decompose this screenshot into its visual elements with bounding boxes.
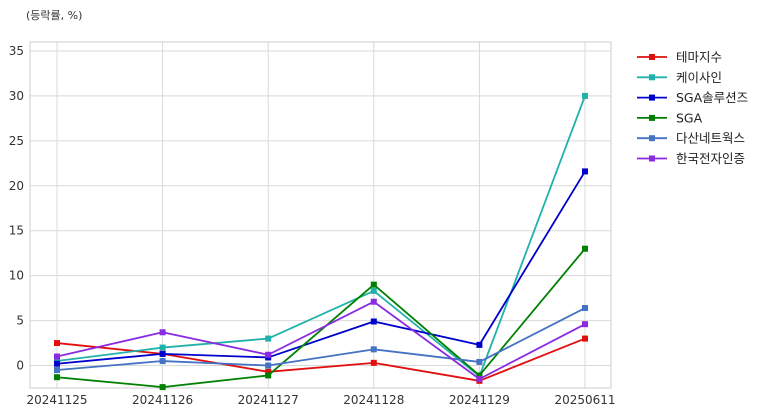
y-tick-label: 25 [9, 134, 24, 148]
y-tick-label: 5 [16, 314, 24, 328]
unit-label: (등락률, %) [26, 9, 82, 22]
series-4 [54, 245, 588, 391]
data-point [370, 287, 377, 294]
y-tick-label: 0 [16, 359, 24, 373]
series-line [56, 170, 586, 365]
x-tick-label: 20250611 [554, 393, 615, 407]
y-tick-label: 35 [9, 44, 24, 58]
y-tick-label: 20 [9, 179, 24, 193]
series-6 [54, 298, 588, 383]
legend-marker [649, 135, 655, 142]
data-point [476, 376, 483, 383]
plot-frame [29, 41, 612, 389]
legend-marker [649, 54, 655, 60]
legend-item: SGA [637, 110, 703, 125]
y-tick-label: 10 [9, 269, 24, 283]
data-point [582, 168, 588, 175]
data-point [54, 340, 60, 347]
legend-marker [649, 94, 655, 101]
data-point [476, 358, 483, 365]
series-line [56, 337, 586, 382]
data-point [159, 329, 166, 336]
data-point [370, 359, 377, 366]
data-point [159, 344, 166, 351]
legend-label: 케이사인 [676, 70, 722, 85]
data-point [265, 368, 272, 375]
data-point [265, 362, 272, 369]
data-point [54, 367, 60, 374]
series-line [56, 307, 586, 371]
legend-label: SGA [676, 110, 703, 125]
data-point [370, 298, 377, 305]
x-tick-label: 20241128 [343, 393, 404, 407]
series-line [56, 300, 586, 380]
y-tick-label: 15 [9, 224, 24, 238]
data-point [370, 346, 377, 353]
data-point [265, 335, 272, 342]
data-point [265, 351, 272, 358]
data-point [159, 384, 166, 391]
legend-item: 다산네트웍스 [637, 131, 745, 146]
data-point [54, 374, 60, 381]
legend-item: 한국전자인증 [637, 151, 745, 166]
data-point [265, 372, 272, 379]
series-layer [54, 92, 588, 391]
series-5 [54, 305, 588, 374]
y-axis-ticks: 0 5 10 15 20 25 30 35 [9, 44, 24, 373]
series-3 [54, 168, 588, 367]
data-point [582, 335, 588, 342]
data-point [582, 321, 588, 328]
data-point [582, 245, 588, 252]
data-point [159, 358, 166, 365]
legend-label: 테마지수 [676, 50, 722, 65]
series-2 [54, 92, 588, 380]
legend-marker [649, 74, 655, 81]
x-axis-ticks: 20241125 20241126 20241127 20241128 20241129… [26, 393, 615, 407]
legend-marker [649, 114, 655, 121]
series-line [56, 248, 586, 389]
legend-label: SGA솔루션즈 [676, 90, 748, 105]
data-point [476, 341, 483, 348]
data-point [370, 318, 377, 325]
legend-marker [649, 155, 655, 162]
x-tick-label: 20241126 [132, 393, 193, 407]
data-point [159, 350, 166, 357]
series-line [56, 95, 586, 378]
data-point [54, 353, 60, 360]
x-tick-label: 20241129 [449, 393, 510, 407]
legend-item: SGA솔루션즈 [637, 90, 748, 105]
legend-item: 케이사인 [637, 70, 722, 85]
legend-item: 테마지수 [637, 50, 722, 65]
y-tick-label: 30 [9, 89, 24, 103]
legend-label: 다산네트웍스 [676, 131, 745, 146]
series-1 [54, 335, 588, 384]
data-point [582, 305, 588, 312]
data-point [370, 281, 377, 288]
data-point [476, 372, 483, 379]
data-point [54, 360, 60, 367]
legend-label: 한국전자인증 [676, 151, 745, 166]
data-point [582, 92, 588, 99]
grid-lines [30, 42, 611, 388]
x-tick-label: 20241125 [26, 393, 87, 407]
x-tick-label: 20241127 [238, 393, 299, 407]
